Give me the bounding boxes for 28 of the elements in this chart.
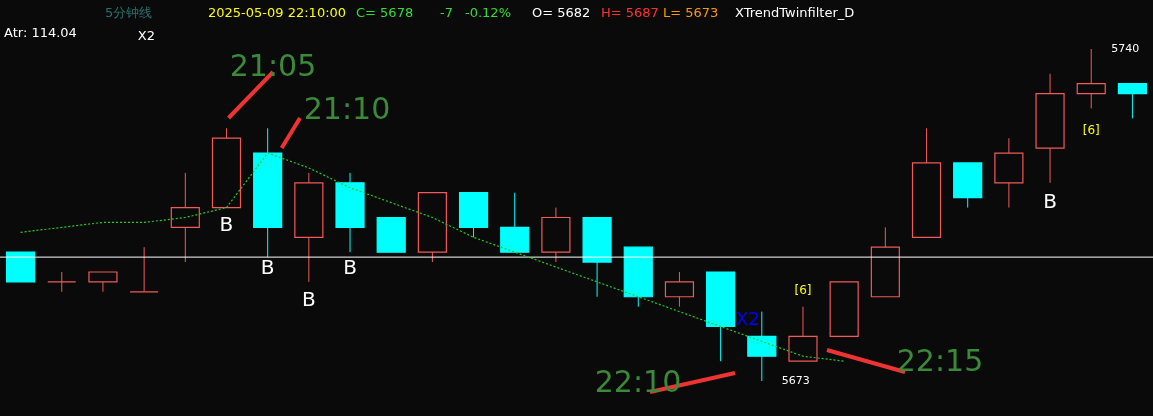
annotation: X2 [735,308,760,329]
annotation: B [343,255,357,279]
candlestick [1076,48,1106,109]
annotation: [6] [794,283,812,297]
text: -0.12% [465,5,511,20]
annotation: 21:10 [303,91,391,126]
text: O= 5682 [532,5,591,20]
text: XTrendTwinfilter_D [735,5,855,20]
text: H= 5687 [601,5,659,20]
annotation: 22:10 [594,364,682,399]
text: 5分钟线 [105,5,153,20]
annotation: 22:15 [896,343,984,378]
text: X2 [137,28,155,43]
annotation: [6] [1082,123,1100,137]
text: 2025-05-09 22:10:00 [208,5,347,20]
annotation: 21:05 [229,48,317,83]
annotation: B [1043,189,1057,213]
annotation: B [301,287,316,311]
annotation: 5740 [1111,42,1140,55]
annotation: B [219,212,234,236]
text: Atr: 114.04 [4,25,77,40]
annotation: 5673 [781,374,810,387]
text: L= 5673 [663,5,719,20]
candlestick [129,246,159,293]
text: C= 5678 [356,5,414,20]
annotation: B [260,255,275,279]
candlestick [47,271,77,293]
text: -7 [440,5,453,20]
